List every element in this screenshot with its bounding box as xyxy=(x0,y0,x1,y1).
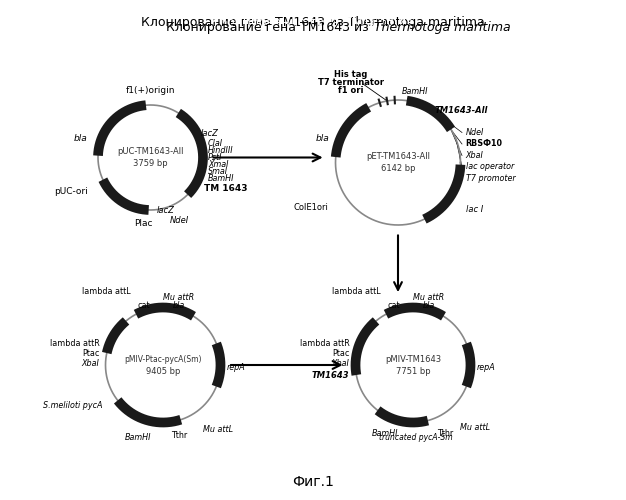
Text: f1 ori: f1 ori xyxy=(338,86,363,95)
Text: 9405 bp: 9405 bp xyxy=(146,366,180,376)
Text: TM 1643: TM 1643 xyxy=(205,184,248,193)
Text: cat: cat xyxy=(388,300,401,310)
Text: Ptac: Ptac xyxy=(332,350,349,358)
Text: repA: repA xyxy=(476,363,495,372)
Text: lacZ: lacZ xyxy=(156,206,175,215)
Text: NdeI: NdeI xyxy=(466,128,484,137)
Text: ColE1ori: ColE1ori xyxy=(293,203,328,212)
Text: Thermotoga maritima: Thermotoga maritima xyxy=(374,21,510,34)
Text: PstI: PstI xyxy=(208,153,222,162)
Text: His tag: His tag xyxy=(334,70,367,79)
Text: lac operator: lac operator xyxy=(466,162,514,172)
Text: pET-TM1643-All: pET-TM1643-All xyxy=(366,152,430,161)
Text: XbaI: XbaI xyxy=(332,360,349,368)
Text: 3759 bp: 3759 bp xyxy=(133,159,168,168)
Text: ClaI: ClaI xyxy=(208,139,223,148)
Text: Tthr: Tthr xyxy=(171,432,187,440)
Text: repA: repA xyxy=(227,363,245,372)
Text: NdeI: NdeI xyxy=(170,216,189,225)
Text: TM1643-All: TM1643-All xyxy=(434,106,488,114)
Text: truncated pycA-Sm: truncated pycA-Sm xyxy=(379,434,453,442)
Text: Mu attL: Mu attL xyxy=(203,425,233,434)
Text: BamHI: BamHI xyxy=(125,432,151,442)
Text: pUC-TM1643-All: pUC-TM1643-All xyxy=(117,147,184,156)
Text: Клонирование гена ТМ1643 из: Клонирование гена ТМ1643 из xyxy=(166,21,372,34)
Text: lambda attR: lambda attR xyxy=(49,340,100,348)
Text: Ptac: Ptac xyxy=(82,350,100,358)
Text: XmaI: XmaI xyxy=(208,160,228,169)
Text: Клонирование гена ТМ1643 из Thermotoga maritima: Клонирование гена ТМ1643 из Thermotoga m… xyxy=(141,16,485,29)
Text: bla: bla xyxy=(73,134,87,143)
Text: lambda attL: lambda attL xyxy=(82,287,130,296)
Text: Plac: Plac xyxy=(134,219,152,228)
Text: Клонирование гена ТМ1643 из: Клонирование гена ТМ1643 из xyxy=(210,16,416,29)
Text: f1(+)origin: f1(+)origin xyxy=(126,86,175,95)
Text: bla: bla xyxy=(316,134,329,143)
Text: 6142 bp: 6142 bp xyxy=(381,164,415,173)
Text: BamHI: BamHI xyxy=(372,428,399,438)
Text: TM1643: TM1643 xyxy=(312,372,349,380)
Text: pMIV-TM1643: pMIV-TM1643 xyxy=(385,354,441,364)
Text: Mu attL: Mu attL xyxy=(461,424,491,432)
Text: S.meliloti pycA: S.meliloti pycA xyxy=(43,400,103,409)
Text: lambda attR: lambda attR xyxy=(300,340,349,348)
Text: lambda attL: lambda attL xyxy=(332,287,381,296)
Text: bla: bla xyxy=(423,300,435,310)
Text: 7751 bp: 7751 bp xyxy=(396,366,430,376)
Text: BamHI: BamHI xyxy=(208,174,235,183)
Text: Фиг.1: Фиг.1 xyxy=(292,475,334,489)
Text: Tthr: Tthr xyxy=(438,428,454,438)
Text: RBSФ10: RBSФ10 xyxy=(466,140,503,148)
Text: cat: cat xyxy=(138,300,150,310)
Text: SmaI: SmaI xyxy=(208,167,228,176)
Text: Mu attR: Mu attR xyxy=(163,293,194,302)
Text: lac I: lac I xyxy=(466,206,484,214)
Text: XbaI: XbaI xyxy=(81,360,100,368)
Text: XbaI: XbaI xyxy=(466,151,483,160)
Text: pMIV-Ptac-pycA(Sm): pMIV-Ptac-pycA(Sm) xyxy=(124,354,202,364)
Text: HindIII: HindIII xyxy=(208,146,233,155)
Text: BamHI: BamHI xyxy=(402,87,429,96)
Text: pUC-ori: pUC-ori xyxy=(54,187,88,196)
Text: T7 promoter: T7 promoter xyxy=(466,174,515,183)
Text: lacZ: lacZ xyxy=(200,129,218,138)
Text: Mu attR: Mu attR xyxy=(413,293,444,302)
Text: bla: bla xyxy=(173,300,185,310)
Text: T7 terminator: T7 terminator xyxy=(317,78,384,87)
